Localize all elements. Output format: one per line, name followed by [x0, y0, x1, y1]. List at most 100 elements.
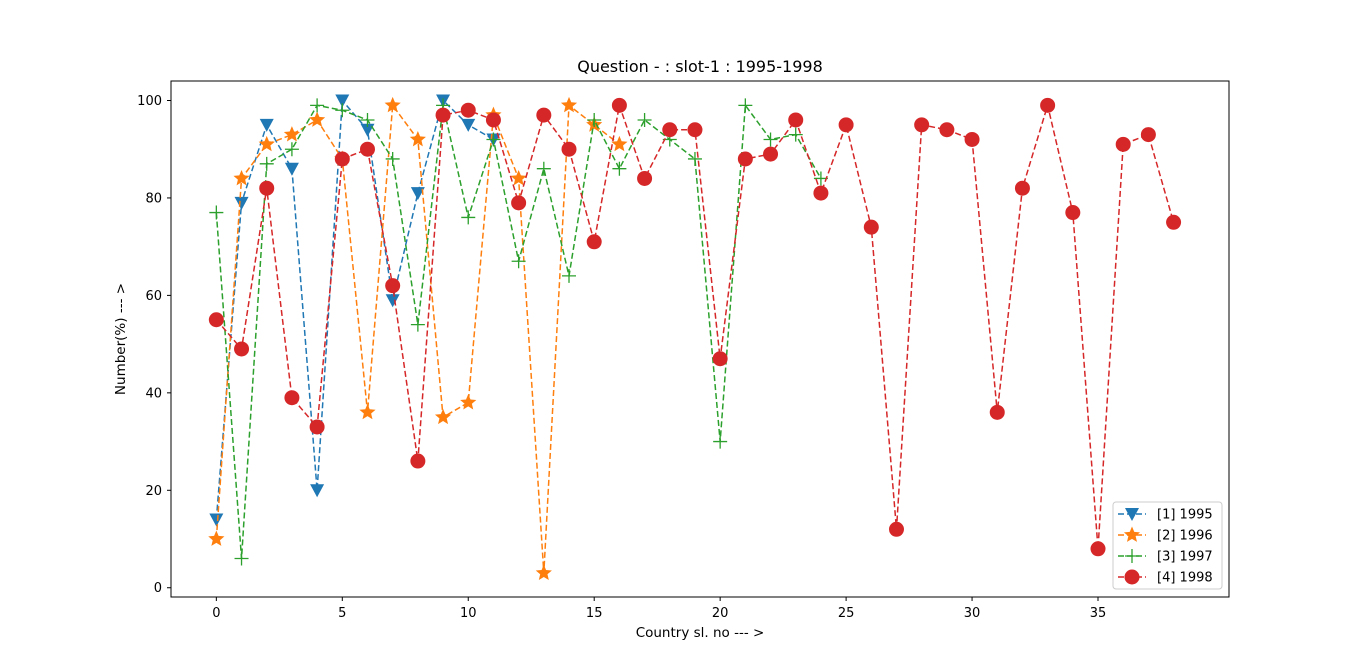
x-tick-label: 30	[964, 606, 981, 621]
data-point	[485, 112, 501, 128]
legend-marker	[1125, 508, 1139, 521]
legend-entry: [3] 1997	[1118, 549, 1213, 565]
data-point	[687, 122, 703, 138]
data-point	[359, 141, 375, 157]
data-point	[359, 403, 376, 420]
x-tick-label: 20	[712, 606, 729, 621]
data-point	[737, 151, 753, 167]
series-layer	[208, 94, 1182, 580]
data-point	[309, 111, 326, 127]
data-point	[234, 551, 249, 566]
data-point	[209, 205, 224, 220]
data-point	[738, 98, 753, 113]
data-point	[888, 521, 904, 537]
data-point	[536, 107, 552, 123]
data-point	[637, 170, 653, 186]
legend-label: [3] 1997	[1157, 550, 1213, 565]
data-point	[335, 94, 350, 108]
x-tick-label: 0	[212, 606, 220, 621]
series-line	[215, 98, 494, 520]
data-point	[435, 107, 451, 123]
y-axis-label: Number(%) --- >	[113, 283, 129, 395]
legend-marker	[1125, 549, 1139, 563]
data-point	[209, 513, 224, 527]
y-tick-label: 0	[154, 581, 162, 596]
data-point	[334, 151, 350, 167]
data-point	[813, 185, 829, 201]
data-point	[561, 141, 577, 157]
data-point	[461, 118, 476, 132]
data-point	[259, 156, 274, 171]
data-point	[410, 187, 425, 201]
y-tick-label: 20	[145, 484, 162, 499]
data-point	[1065, 205, 1081, 221]
data-point	[461, 210, 476, 225]
series-3	[209, 98, 828, 566]
data-point	[535, 564, 552, 580]
x-axis: 0 5 10 15 20 25 30 35	[212, 597, 1106, 621]
data-point	[587, 112, 602, 127]
data-point	[560, 96, 578, 113]
data-point	[385, 151, 400, 166]
data-point	[1166, 214, 1182, 230]
data-point	[788, 127, 803, 142]
plot-frame	[170, 80, 1230, 598]
y-tick-label: 100	[137, 94, 162, 109]
data-point	[964, 131, 980, 147]
data-point	[939, 122, 955, 138]
data-point	[410, 317, 425, 332]
data-point	[283, 126, 300, 142]
data-point	[234, 196, 249, 210]
data-point	[284, 142, 299, 157]
data-point	[409, 130, 426, 147]
data-point	[385, 278, 401, 294]
data-point	[1090, 541, 1106, 557]
data-point	[511, 195, 527, 211]
data-point	[611, 135, 628, 152]
data-point	[611, 97, 627, 113]
data-point	[536, 161, 551, 176]
data-point	[486, 132, 501, 147]
y-tick-label: 60	[145, 289, 162, 304]
data-point	[460, 394, 477, 410]
x-tick-label: 15	[586, 606, 603, 621]
data-point	[510, 169, 527, 186]
data-point	[586, 234, 602, 250]
data-point	[234, 341, 250, 357]
y-tick-label: 40	[145, 386, 162, 401]
legend-label: [1] 1995	[1157, 508, 1213, 523]
legend-label: [4] 1998	[1157, 571, 1213, 586]
data-point	[863, 219, 879, 235]
data-point	[460, 102, 476, 118]
data-point	[1140, 127, 1156, 143]
data-point	[258, 135, 275, 152]
legend-label: [2] 1996	[1157, 529, 1213, 544]
data-point	[360, 112, 375, 127]
data-point	[434, 408, 452, 425]
legend-box	[1112, 501, 1223, 590]
data-point	[612, 161, 627, 176]
data-point	[763, 146, 779, 162]
data-point	[259, 118, 274, 132]
data-point	[335, 103, 350, 118]
legend-marker	[1124, 569, 1140, 585]
x-tick-label: 5	[338, 606, 346, 621]
data-point	[385, 294, 400, 308]
data-point	[360, 123, 375, 137]
data-point	[713, 434, 728, 449]
data-point	[511, 254, 526, 269]
y-axis: 0 20 40 60 80 100	[137, 94, 171, 596]
legend-entry: [1] 1995	[1118, 508, 1213, 523]
data-point	[763, 132, 778, 147]
data-point	[233, 169, 250, 186]
data-point	[310, 484, 325, 498]
chart-title: Question - : slot-1 : 1995-1998	[577, 57, 823, 76]
data-point	[989, 404, 1005, 420]
data-point	[1040, 97, 1056, 113]
x-tick-label: 25	[838, 606, 855, 621]
data-point	[208, 312, 224, 328]
data-point	[662, 122, 678, 138]
legend: [1] 1995 [2] 1996 [3] 1997 [4] 1998	[1112, 501, 1223, 590]
data-point	[208, 530, 225, 546]
